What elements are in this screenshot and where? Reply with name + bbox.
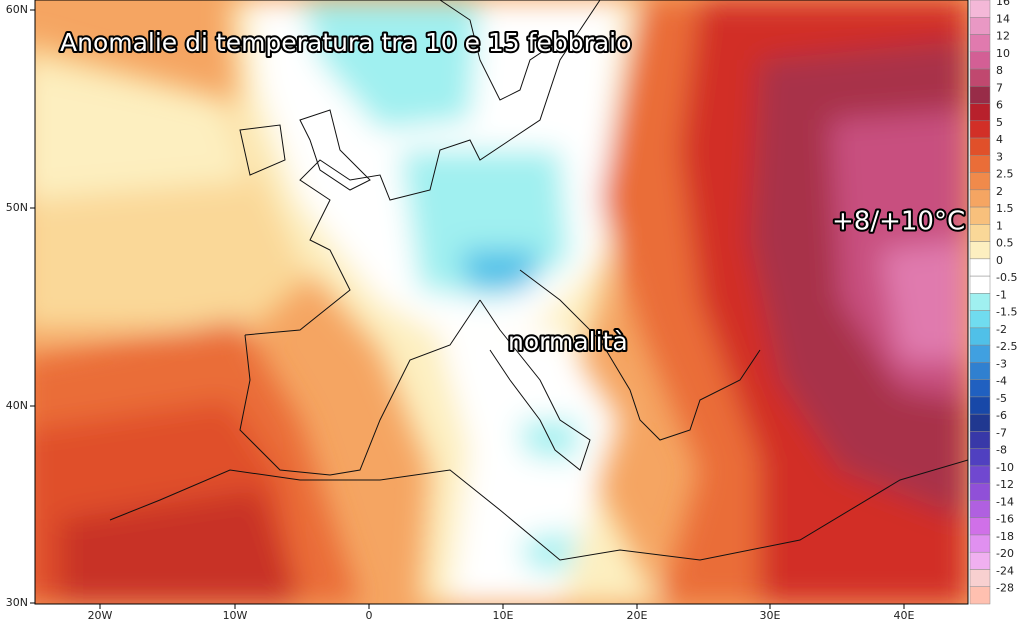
colorbar-label: -0.5 [996, 271, 1017, 284]
coastlines [109, 0, 968, 561]
colorbar-cell [969, 206, 991, 225]
colorbar-cell [969, 362, 991, 380]
colorbar-label: -16 [996, 513, 1014, 526]
colorbar-label: -24 [996, 564, 1014, 577]
colorbar-label: -2.5 [996, 340, 1017, 353]
colorbar-cell [969, 500, 991, 518]
annotation: +8/+10°C [832, 207, 965, 237]
colorbar-label: -5 [996, 392, 1007, 405]
colorbar-label: 6 [996, 99, 1003, 112]
colorbar-label: 2 [996, 185, 1003, 198]
colorbar-cell [969, 172, 991, 191]
colorbar-label: -12 [996, 478, 1014, 491]
colorbar-cell [969, 344, 991, 363]
lon-label: 20W [88, 609, 113, 622]
colorbar-label: -2 [996, 323, 1007, 336]
colorbar-cell [969, 275, 991, 294]
lon-label: 20E [627, 609, 648, 622]
colorbar-label: 2.5 [996, 168, 1014, 181]
lat-label: 30N [6, 596, 28, 609]
colorbar-cell [969, 413, 991, 432]
colorbar-label: 1 [996, 219, 1003, 232]
colorbar-label: 7 [996, 81, 1003, 94]
colorbar-cell [969, 327, 991, 346]
colorbar-cell [969, 569, 991, 587]
colorbar-label: -6 [996, 409, 1007, 422]
colorbar-label: -20 [996, 547, 1014, 560]
colorbar-cell [969, 120, 991, 139]
colorbar-cell [969, 17, 991, 35]
colorbar-cell [969, 86, 991, 104]
colorbar: 16 14 12 10 8 7 6 5 4 3 2.5 2 1.5 1 0.5 0 -0.5 -1 -1.5 -2 -2… [969, 0, 1017, 605]
colorbar-cell [969, 293, 991, 311]
lat-label: 60N [6, 3, 28, 16]
colorbar-cell [969, 155, 991, 173]
axes: 60N 50N 40N 30N 20W 10W 0 10E 20E 30E 40E [6, 3, 915, 622]
colorbar-label: -8 [996, 444, 1007, 457]
colorbar-label: -1.5 [996, 306, 1017, 319]
lon-label: 10W [223, 609, 248, 622]
colorbar-label: -7 [996, 426, 1007, 439]
annotation: normalità [508, 327, 628, 356]
colorbar-label: -1 [996, 288, 1007, 301]
colorbar-cell [969, 189, 991, 208]
colorbar-cell [969, 465, 991, 484]
colorbar-label: 10 [996, 47, 1010, 60]
colorbar-label: 0.5 [996, 237, 1014, 250]
colorbar-cell [969, 431, 991, 449]
colorbar-cell [969, 534, 991, 553]
colorbar-cell [969, 448, 991, 467]
colorbar-label: 5 [996, 116, 1003, 129]
colorbar-label: 14 [996, 12, 1010, 25]
colorbar-label: 12 [996, 30, 1010, 43]
colorbar-cell [969, 0, 991, 18]
lon-label: 10E [493, 609, 514, 622]
colorbar-label: -3 [996, 357, 1007, 370]
colorbar-cell [969, 258, 991, 277]
colorbar-cell [969, 103, 991, 122]
colorbar-label: -4 [996, 375, 1007, 388]
map-title: Anomalie di temperatura tra 10 e 15 febb… [60, 28, 631, 57]
lat-label: 50N [6, 201, 28, 214]
colorbar-label: 0 [996, 254, 1003, 267]
colorbar-label: -10 [996, 461, 1014, 474]
colorbar-cell [969, 551, 991, 570]
colorbar-label: 16 [996, 0, 1010, 8]
colorbar-cell [969, 224, 991, 242]
lon-label: 0 [366, 609, 373, 622]
colorbar-label: -18 [996, 530, 1014, 543]
colorbar-label: -28 [996, 582, 1014, 595]
lon-label: 30E [760, 609, 781, 622]
lat-label: 40N [6, 399, 28, 412]
colorbar-cell [969, 241, 991, 260]
colorbar-cell [969, 68, 991, 87]
colorbar-label: 4 [996, 133, 1003, 146]
colorbar-cell [969, 586, 991, 605]
colorbar-cell [969, 51, 991, 70]
colorbar-cell [969, 310, 991, 329]
anomaly-field [35, 0, 968, 604]
lon-label: 40E [894, 609, 915, 622]
map-frame [34, 0, 969, 605]
colorbar-cell [969, 396, 991, 415]
colorbar-label: 1.5 [996, 202, 1014, 215]
colorbar-cell [969, 379, 991, 398]
colorbar-cell [969, 137, 991, 156]
colorbar-cell [969, 517, 991, 536]
colorbar-label: 8 [996, 64, 1003, 77]
colorbar-label: 3 [996, 150, 1003, 163]
colorbar-cell [969, 34, 991, 53]
colorbar-label: -14 [996, 495, 1014, 508]
colorbar-cell [969, 482, 991, 501]
